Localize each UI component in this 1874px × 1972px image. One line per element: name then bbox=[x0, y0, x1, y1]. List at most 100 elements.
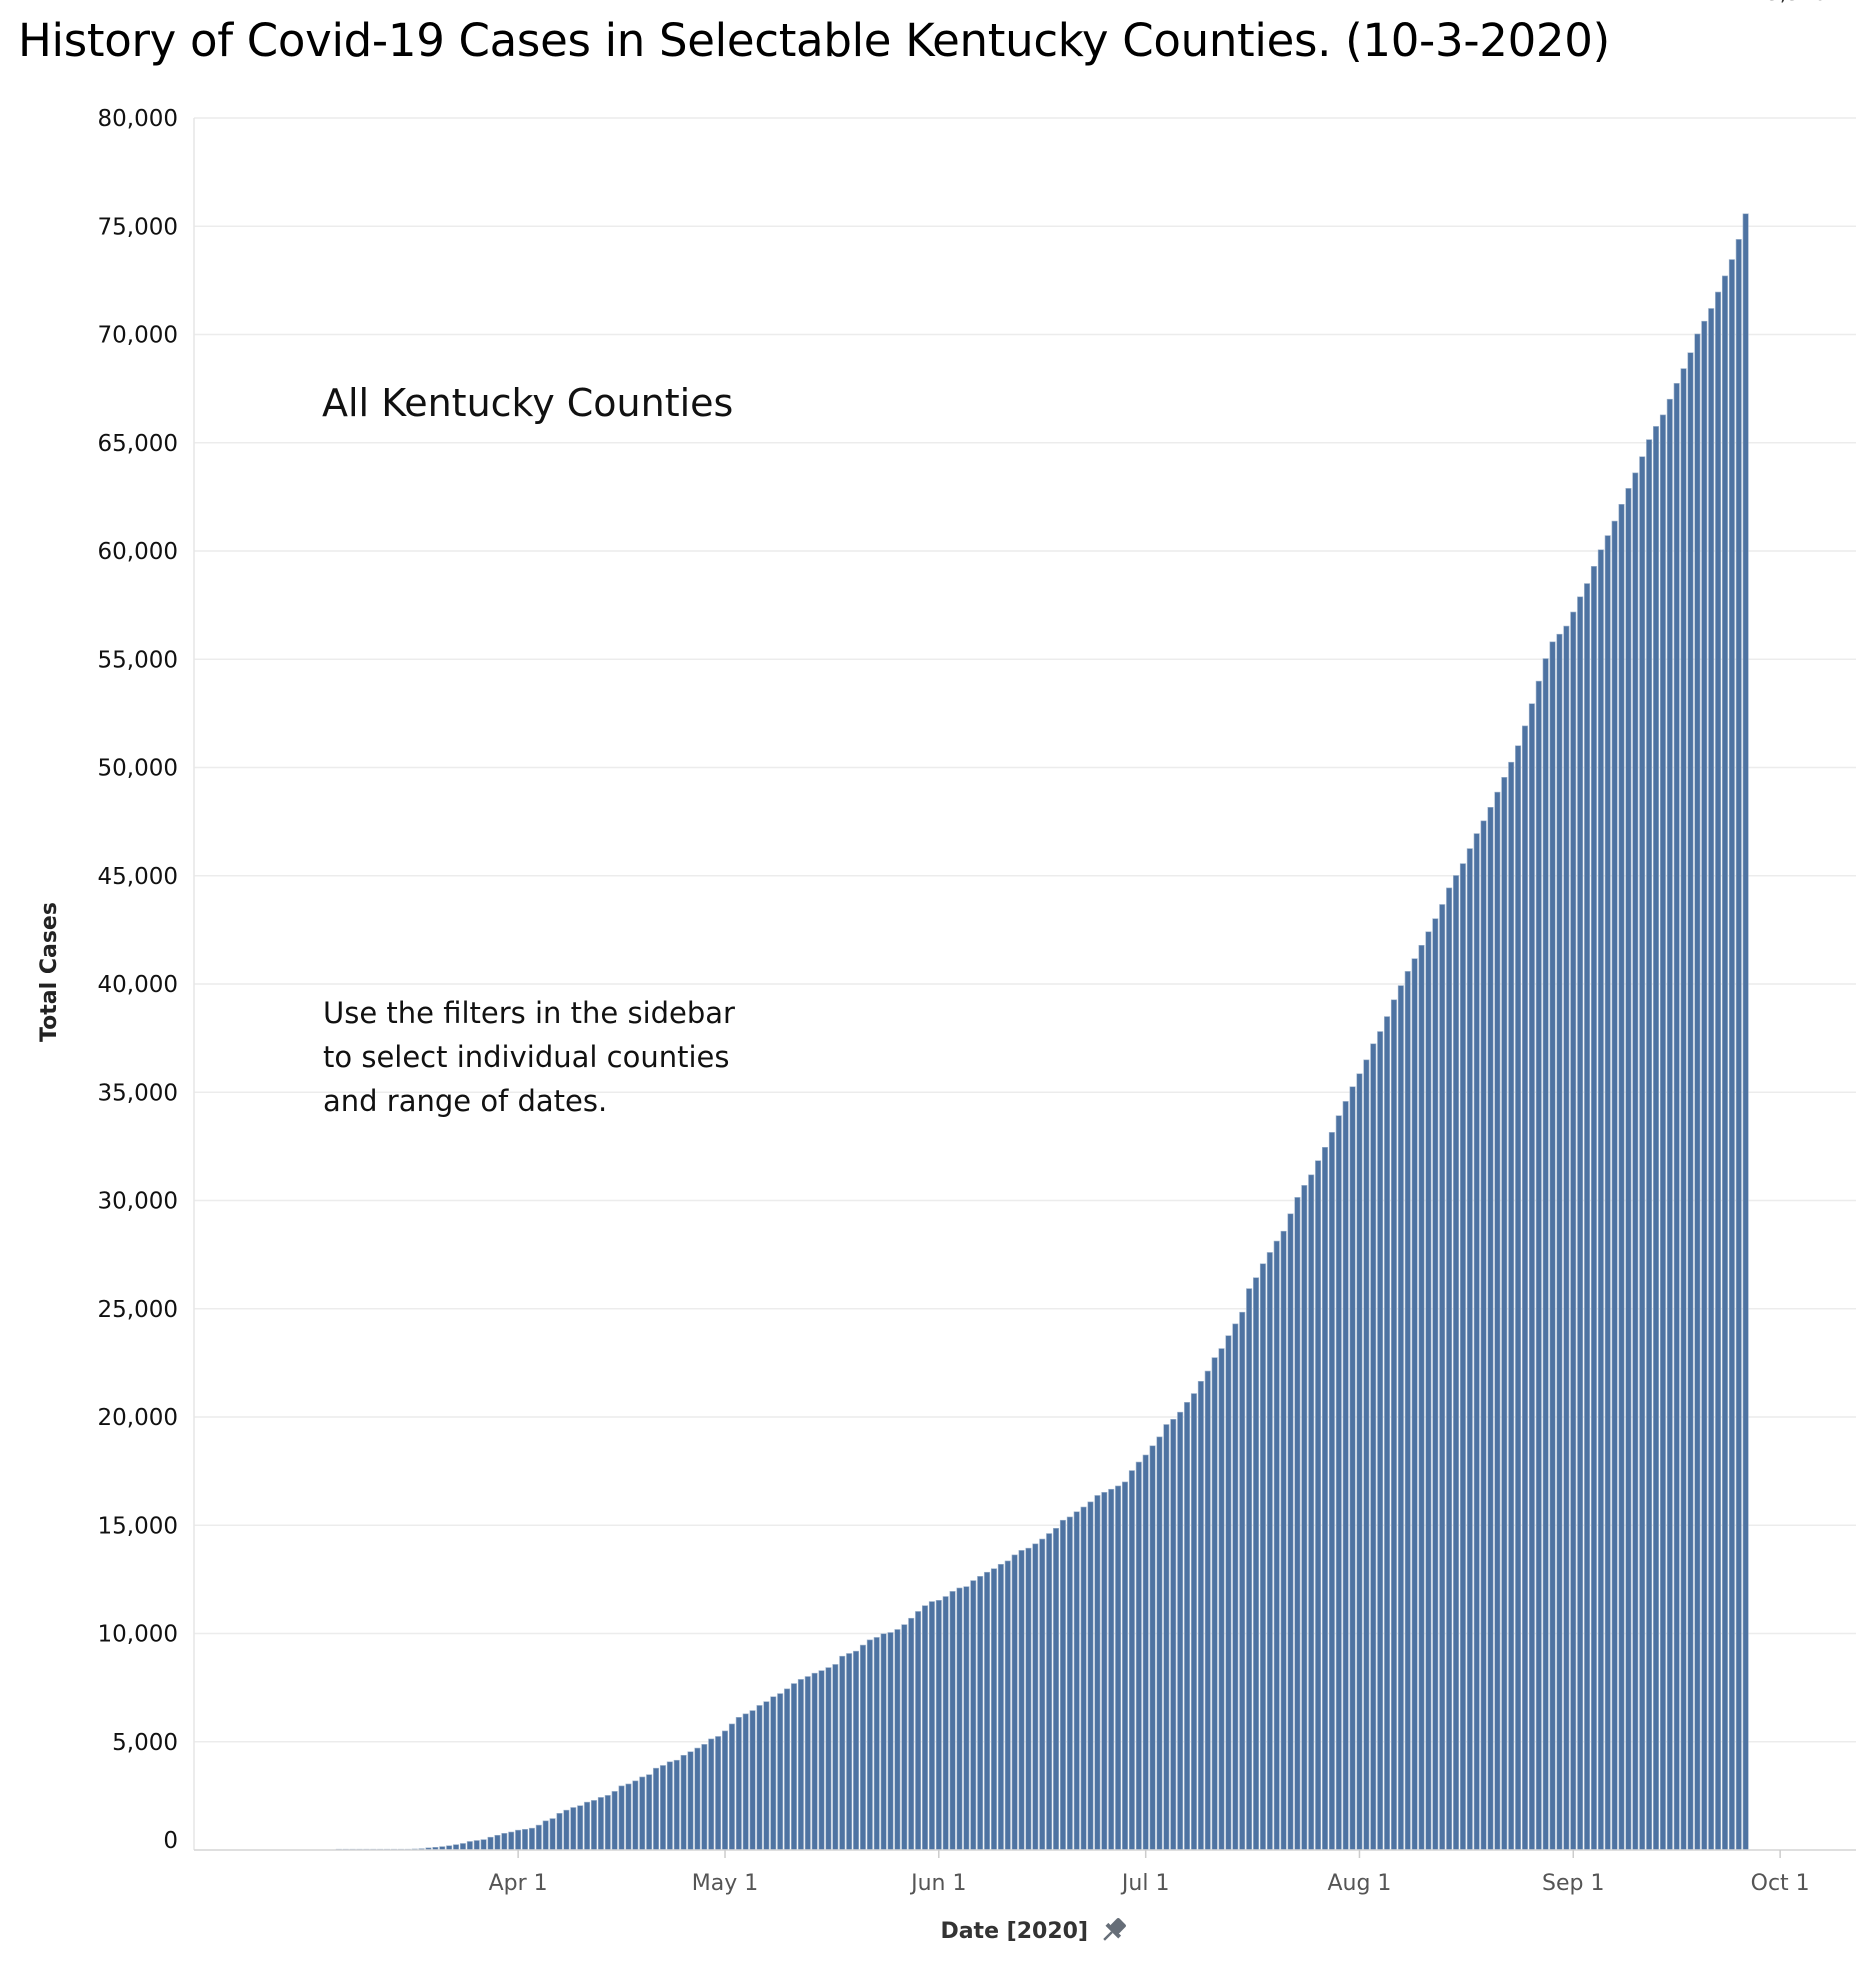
bar[interactable] bbox=[1308, 1174, 1315, 1851]
bar[interactable] bbox=[1039, 1538, 1046, 1851]
bar[interactable] bbox=[1280, 1230, 1287, 1851]
bar[interactable] bbox=[1246, 1288, 1253, 1851]
bar[interactable] bbox=[1653, 426, 1659, 1851]
bar[interactable] bbox=[866, 1639, 873, 1851]
bar[interactable] bbox=[597, 1797, 604, 1851]
bar[interactable] bbox=[811, 1672, 818, 1851]
bar[interactable] bbox=[1418, 945, 1425, 1851]
bar[interactable] bbox=[1701, 320, 1708, 1851]
bar[interactable] bbox=[873, 1637, 880, 1851]
bar[interactable] bbox=[901, 1624, 908, 1851]
bar[interactable] bbox=[1453, 875, 1460, 1851]
bar[interactable] bbox=[1066, 1516, 1073, 1851]
bar[interactable] bbox=[1446, 887, 1453, 1851]
bar[interactable] bbox=[922, 1605, 928, 1851]
bar[interactable] bbox=[1625, 488, 1632, 1851]
bar[interactable] bbox=[756, 1705, 763, 1851]
bar[interactable] bbox=[1439, 904, 1446, 1851]
bar[interactable] bbox=[1053, 1528, 1060, 1851]
bar[interactable] bbox=[1108, 1488, 1115, 1851]
bar[interactable] bbox=[1211, 1357, 1218, 1851]
bar[interactable] bbox=[687, 1751, 694, 1851]
bar[interactable] bbox=[1404, 971, 1411, 1851]
bar[interactable] bbox=[1459, 863, 1466, 1851]
bar[interactable] bbox=[832, 1664, 839, 1851]
bar[interactable] bbox=[770, 1696, 777, 1851]
bar[interactable] bbox=[1356, 1073, 1363, 1851]
bar[interactable] bbox=[646, 1774, 653, 1851]
bar[interactable] bbox=[1687, 352, 1694, 1851]
bar[interactable] bbox=[1046, 1533, 1053, 1851]
bar[interactable] bbox=[1342, 1101, 1349, 1851]
bar[interactable] bbox=[1101, 1492, 1108, 1851]
bar[interactable] bbox=[1515, 745, 1522, 1851]
bar[interactable] bbox=[584, 1801, 591, 1851]
bar[interactable] bbox=[1018, 1550, 1025, 1851]
bar[interactable] bbox=[1122, 1481, 1128, 1851]
bar[interactable] bbox=[970, 1580, 977, 1851]
bar[interactable] bbox=[1011, 1554, 1018, 1851]
bar[interactable] bbox=[1432, 918, 1439, 1851]
bar[interactable] bbox=[473, 1840, 480, 1851]
bar[interactable] bbox=[790, 1683, 797, 1851]
bar[interactable] bbox=[708, 1738, 715, 1851]
bar[interactable] bbox=[1294, 1197, 1301, 1851]
bar[interactable] bbox=[1315, 1160, 1322, 1851]
bar[interactable] bbox=[1535, 680, 1542, 1851]
bar[interactable] bbox=[1590, 566, 1597, 1851]
bar[interactable] bbox=[1397, 985, 1404, 1851]
bar[interactable] bbox=[880, 1633, 887, 1851]
bar[interactable] bbox=[1301, 1185, 1308, 1851]
bar[interactable] bbox=[749, 1710, 756, 1851]
bar[interactable] bbox=[1659, 414, 1666, 1851]
bar[interactable] bbox=[797, 1679, 804, 1851]
bar[interactable] bbox=[466, 1841, 473, 1851]
bar[interactable] bbox=[1508, 761, 1515, 1851]
bar[interactable] bbox=[694, 1747, 701, 1851]
bar[interactable] bbox=[1618, 504, 1625, 1851]
bar[interactable] bbox=[508, 1831, 515, 1851]
bar[interactable] bbox=[1163, 1424, 1170, 1851]
bar[interactable] bbox=[1287, 1213, 1294, 1851]
bar[interactable] bbox=[784, 1688, 791, 1851]
bar[interactable] bbox=[1259, 1263, 1266, 1851]
bar[interactable] bbox=[487, 1836, 494, 1851]
bar[interactable] bbox=[1025, 1547, 1032, 1851]
bar[interactable] bbox=[611, 1791, 618, 1851]
bar[interactable] bbox=[556, 1813, 563, 1851]
bar[interactable] bbox=[984, 1571, 991, 1851]
bar[interactable] bbox=[1501, 777, 1508, 1851]
bar[interactable] bbox=[1528, 703, 1535, 1851]
bar[interactable] bbox=[894, 1629, 901, 1851]
bar[interactable] bbox=[949, 1591, 956, 1851]
bar[interactable] bbox=[639, 1776, 646, 1851]
bar[interactable] bbox=[528, 1827, 535, 1851]
bar[interactable] bbox=[680, 1754, 687, 1851]
bar[interactable] bbox=[763, 1701, 770, 1851]
bar[interactable] bbox=[1639, 456, 1646, 1851]
bar[interactable] bbox=[715, 1736, 722, 1851]
bar[interactable] bbox=[1487, 807, 1494, 1851]
bar[interactable] bbox=[1556, 633, 1563, 1851]
bar[interactable] bbox=[1218, 1348, 1225, 1851]
bar[interactable] bbox=[1135, 1461, 1142, 1851]
bar[interactable] bbox=[1521, 725, 1528, 1851]
bar[interactable] bbox=[1177, 1411, 1184, 1851]
bar[interactable] bbox=[1715, 291, 1722, 1851]
bar[interactable] bbox=[1156, 1436, 1163, 1851]
bar[interactable] bbox=[1190, 1393, 1197, 1851]
bar[interactable] bbox=[956, 1587, 963, 1851]
bar[interactable] bbox=[459, 1843, 466, 1851]
bar[interactable] bbox=[1232, 1323, 1239, 1851]
bar[interactable] bbox=[625, 1783, 632, 1851]
bar[interactable] bbox=[742, 1713, 749, 1851]
bar[interactable] bbox=[818, 1670, 825, 1851]
bar[interactable] bbox=[1204, 1370, 1211, 1851]
bar[interactable] bbox=[859, 1644, 866, 1851]
bar[interactable] bbox=[1328, 1132, 1335, 1851]
bar[interactable] bbox=[701, 1744, 708, 1851]
bar[interactable] bbox=[1735, 239, 1742, 1851]
bar[interactable] bbox=[480, 1839, 487, 1851]
bar[interactable] bbox=[501, 1833, 508, 1851]
bar[interactable] bbox=[915, 1611, 922, 1851]
